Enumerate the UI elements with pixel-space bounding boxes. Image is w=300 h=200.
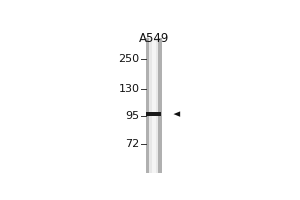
- Text: 95: 95: [125, 111, 140, 121]
- Polygon shape: [173, 111, 180, 117]
- Bar: [149, 38, 158, 173]
- Text: 72: 72: [125, 139, 140, 149]
- Text: 250: 250: [118, 54, 140, 64]
- Bar: [146, 38, 162, 173]
- Bar: [146, 112, 161, 116]
- Bar: [152, 38, 156, 173]
- Text: A549: A549: [139, 32, 169, 45]
- Text: 130: 130: [118, 84, 140, 94]
